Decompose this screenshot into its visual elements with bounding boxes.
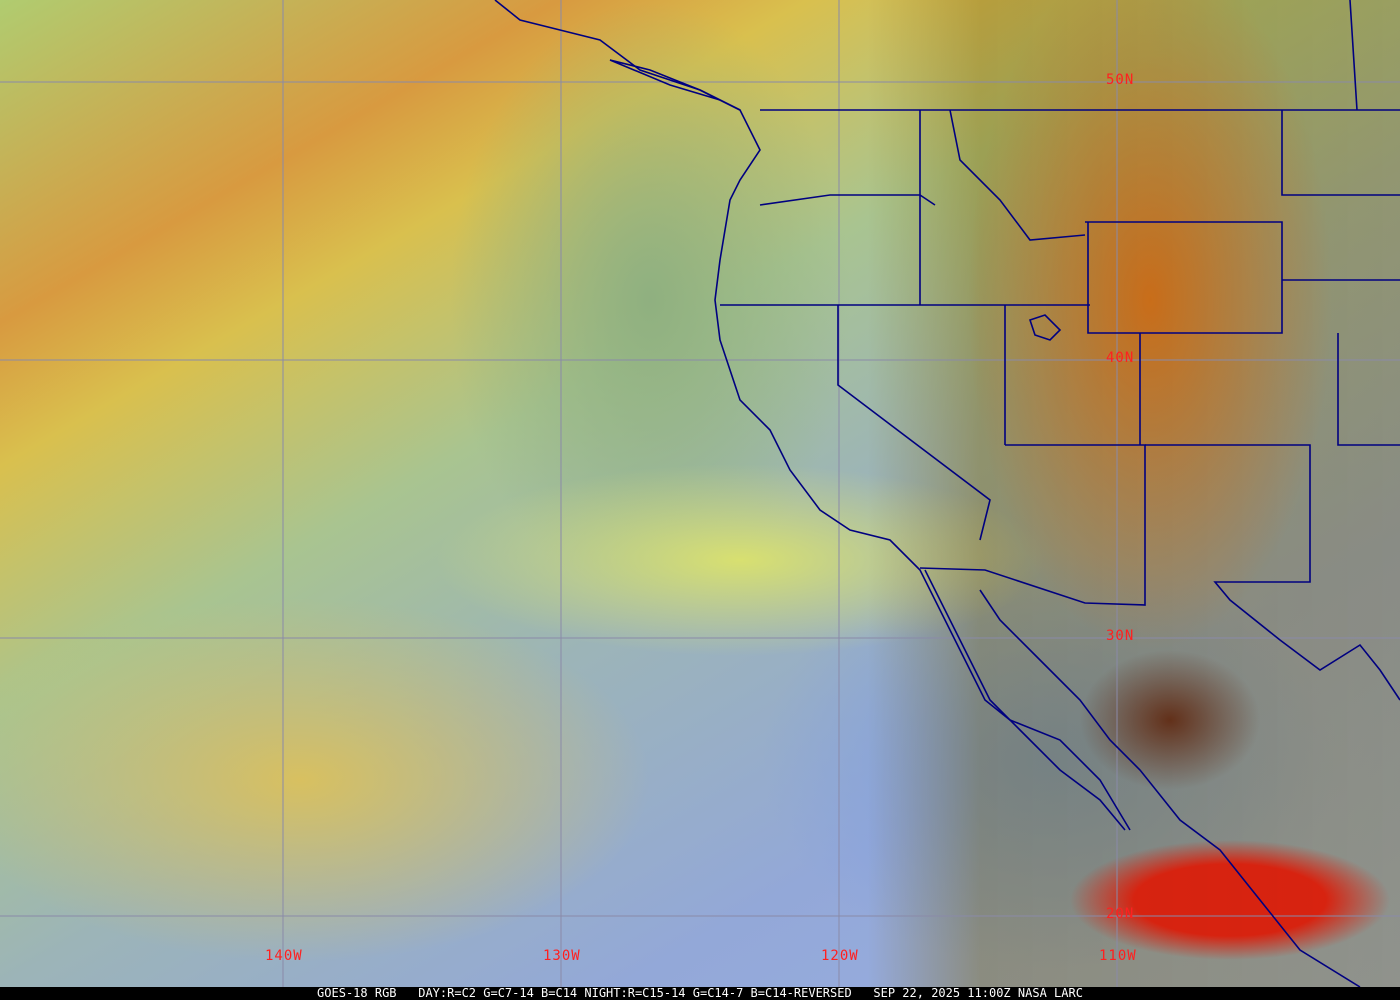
lon-label-140w: 140W bbox=[265, 948, 303, 964]
vancouver-island bbox=[609, 59, 741, 111]
lon-label-130w: 130W bbox=[543, 948, 581, 964]
nm-border bbox=[1145, 444, 1400, 701]
mt-border bbox=[1281, 0, 1400, 281]
satellite-name: GOES-18 RGB bbox=[317, 986, 397, 1000]
lat-label-50n: 50N bbox=[1106, 72, 1135, 88]
lat-label-30n: 30N bbox=[1106, 628, 1135, 644]
wy-co-border bbox=[1085, 221, 1400, 446]
coastline bbox=[494, 0, 1131, 831]
borders bbox=[494, 0, 1400, 987]
lon-label-120w: 120W bbox=[821, 948, 859, 964]
lat-label-20n: 20N bbox=[1106, 906, 1135, 922]
rgb-recipe: DAY:R=C2 G=C7-14 B=C14 NIGHT:R=C15-14 G=… bbox=[418, 986, 852, 1000]
datetime: SEP 22, 2025 11:00Z bbox=[873, 986, 1011, 1000]
great-salt-lake bbox=[1028, 314, 1062, 341]
credit: NASA LARC bbox=[1017, 986, 1083, 1000]
baja-gulf-coast bbox=[979, 589, 1361, 987]
az-border bbox=[919, 444, 1146, 606]
wa-or-border bbox=[759, 194, 936, 206]
lon-label-110w: 110W bbox=[1099, 948, 1137, 964]
id-border bbox=[919, 109, 1086, 305]
lat-label-40n: 40N bbox=[1106, 350, 1135, 366]
baja-west-coast bbox=[924, 569, 1126, 831]
caption-bar: GOES-18 RGB DAY:R=C2 G=C7-14 B=C14 NIGHT… bbox=[0, 987, 1400, 1000]
nv-ca-border bbox=[837, 305, 991, 541]
